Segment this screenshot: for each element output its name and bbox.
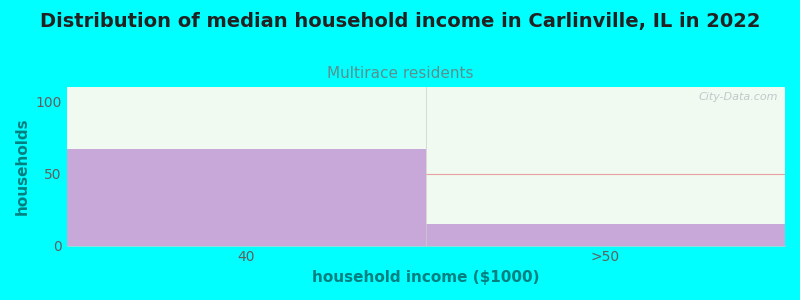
Text: City-Data.com: City-Data.com [698, 92, 778, 102]
Bar [66, 149, 426, 246]
Text: Multirace residents: Multirace residents [326, 66, 474, 81]
Text: Distribution of median household income in Carlinville, IL in 2022: Distribution of median household income … [40, 12, 760, 31]
Y-axis label: households: households [15, 118, 30, 215]
X-axis label: household income ($1000): household income ($1000) [312, 270, 540, 285]
Bar [426, 224, 785, 246]
